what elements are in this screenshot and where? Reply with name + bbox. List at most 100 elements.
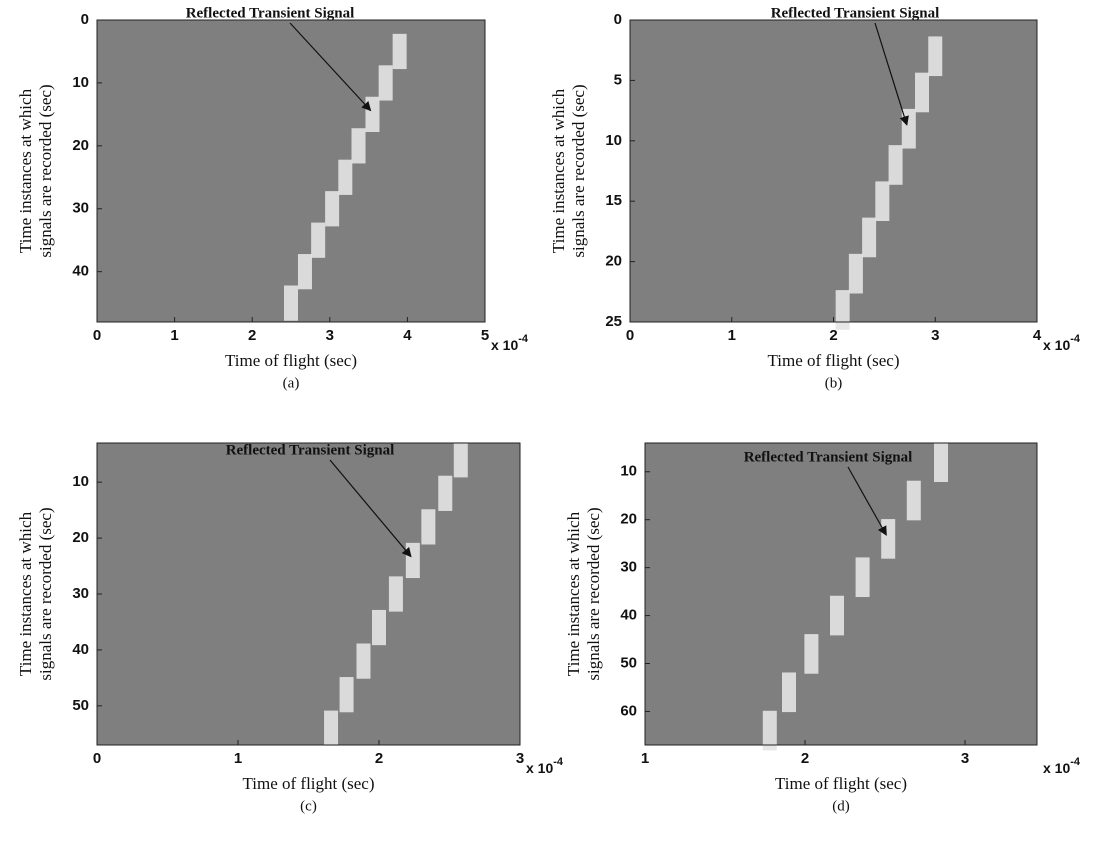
- x-multiplier-exp: -4: [1070, 333, 1081, 345]
- x-tick-label: 4: [1033, 327, 1042, 344]
- signal-cell: [762, 710, 777, 751]
- signal-cell: [782, 672, 796, 713]
- x-tick-label: 2: [375, 750, 383, 767]
- signal-cell: [928, 36, 943, 77]
- signal-cell: [875, 181, 890, 222]
- y-tick-label: 30: [72, 585, 89, 602]
- x-tick-label: 2: [829, 327, 837, 344]
- annotation-arrow: [847, 466, 887, 536]
- x-tick-label: 0: [93, 327, 101, 344]
- y-tick-label: 0: [614, 11, 622, 28]
- signal-cell: [835, 290, 850, 330]
- x-tick-label: 4: [403, 327, 412, 344]
- y-tick-label: 20: [72, 529, 89, 546]
- y-tick-label: 40: [72, 263, 89, 280]
- signal-cell: [888, 145, 903, 185]
- caption: (d): [832, 798, 850, 814]
- x-axis-label: Time of flight (sec): [767, 351, 899, 370]
- x-tick-label: 2: [801, 750, 809, 767]
- y-axis-label: Time instances at which: [16, 511, 35, 676]
- x-multiplier: x 10-4: [526, 756, 564, 776]
- caption: (b): [825, 375, 843, 391]
- x-tick-label: 3: [961, 750, 969, 767]
- annotation: Reflected Transient Signal: [186, 5, 355, 21]
- signal-cell: [378, 65, 393, 101]
- signal-cell: [339, 677, 354, 713]
- x-tick-label: 3: [326, 327, 334, 344]
- signal-cell: [421, 509, 436, 545]
- signal-cell: [297, 254, 312, 290]
- x-multiplier-exp: -4: [553, 756, 564, 768]
- signal-cell: [848, 253, 863, 294]
- signal-cell: [338, 159, 353, 195]
- x-multiplier-base: x 10: [491, 337, 518, 353]
- y-tick-label: 40: [72, 641, 89, 658]
- y-tick-label: 40: [620, 607, 637, 624]
- x-multiplier-exp: -4: [518, 333, 529, 345]
- signal-cell: [372, 609, 386, 646]
- y-tick-label: 10: [620, 463, 637, 480]
- x-tick-label: 1: [641, 750, 649, 767]
- x-tick-label: 1: [234, 750, 242, 767]
- annotation-arrow: [874, 22, 909, 126]
- signal-cell: [405, 542, 420, 579]
- annotation: Reflected Transient Signal: [771, 5, 940, 21]
- signal-cell: [830, 595, 844, 636]
- signal-cell: [804, 634, 819, 674]
- signal-cell: [862, 217, 877, 258]
- plot-background: [630, 20, 1037, 322]
- x-multiplier-base: x 10: [526, 760, 553, 776]
- signal-cell: [934, 442, 948, 482]
- y-axis-label: Time instances at which: [16, 88, 35, 253]
- x-tick-label: 5: [481, 327, 489, 344]
- y-tick-label: 0: [81, 11, 89, 28]
- x-multiplier-base: x 10: [1043, 337, 1070, 353]
- x-tick-label: 0: [626, 327, 634, 344]
- x-tick-label: 0: [93, 750, 101, 767]
- y-tick-label: 10: [605, 132, 622, 149]
- y-tick-label: 20: [72, 137, 89, 154]
- x-tick-label: 2: [248, 327, 256, 344]
- y-tick-label: 25: [605, 313, 622, 330]
- x-tick-label: 3: [931, 327, 939, 344]
- signal-cell: [365, 96, 380, 132]
- y-axis-label: signals are recorded (sec): [36, 84, 55, 257]
- x-axis-label: Time of flight (sec): [225, 351, 357, 370]
- plot-background: [97, 443, 520, 745]
- x-tick-label: 1: [170, 327, 178, 344]
- caption: (c): [300, 798, 317, 814]
- annotation-arrow: [289, 22, 372, 112]
- y-tick-label: 20: [620, 511, 637, 528]
- y-tick-label: 50: [72, 697, 89, 714]
- annotation: Reflected Transient Signal: [744, 449, 913, 465]
- annotation-arrow: [329, 459, 412, 558]
- x-multiplier: x 10-4: [491, 333, 529, 353]
- y-axis-label: signals are recorded (sec): [36, 507, 55, 680]
- y-axis-label: Time instances at which: [549, 88, 568, 253]
- signal-cell: [392, 33, 407, 70]
- x-multiplier: x 10-4: [1043, 333, 1081, 353]
- annotation: Reflected Transient Signal: [226, 442, 395, 458]
- y-tick-label: 20: [605, 253, 622, 270]
- y-axis-label: signals are recorded (sec): [569, 84, 588, 257]
- y-tick-label: 10: [72, 473, 89, 490]
- caption: (a): [283, 375, 300, 391]
- signal-cell: [388, 576, 403, 612]
- y-tick-label: 10: [72, 74, 89, 91]
- signal-cell: [351, 128, 366, 164]
- plot-background: [97, 20, 485, 322]
- plot-frame: [96, 19, 486, 323]
- y-tick-label: 5: [614, 71, 622, 88]
- x-multiplier-exp: -4: [1070, 756, 1081, 768]
- x-multiplier: x 10-4: [1043, 756, 1081, 776]
- signal-cell: [438, 475, 453, 511]
- x-axis-label: Time of flight (sec): [242, 774, 374, 793]
- signal-cell: [906, 480, 921, 521]
- y-axis-label: signals are recorded (sec): [584, 507, 603, 680]
- signal-cell: [881, 519, 896, 559]
- signal-cell: [325, 191, 340, 227]
- signal-cell: [324, 710, 339, 746]
- signal-cell: [915, 72, 930, 113]
- x-tick-label: 3: [516, 750, 524, 767]
